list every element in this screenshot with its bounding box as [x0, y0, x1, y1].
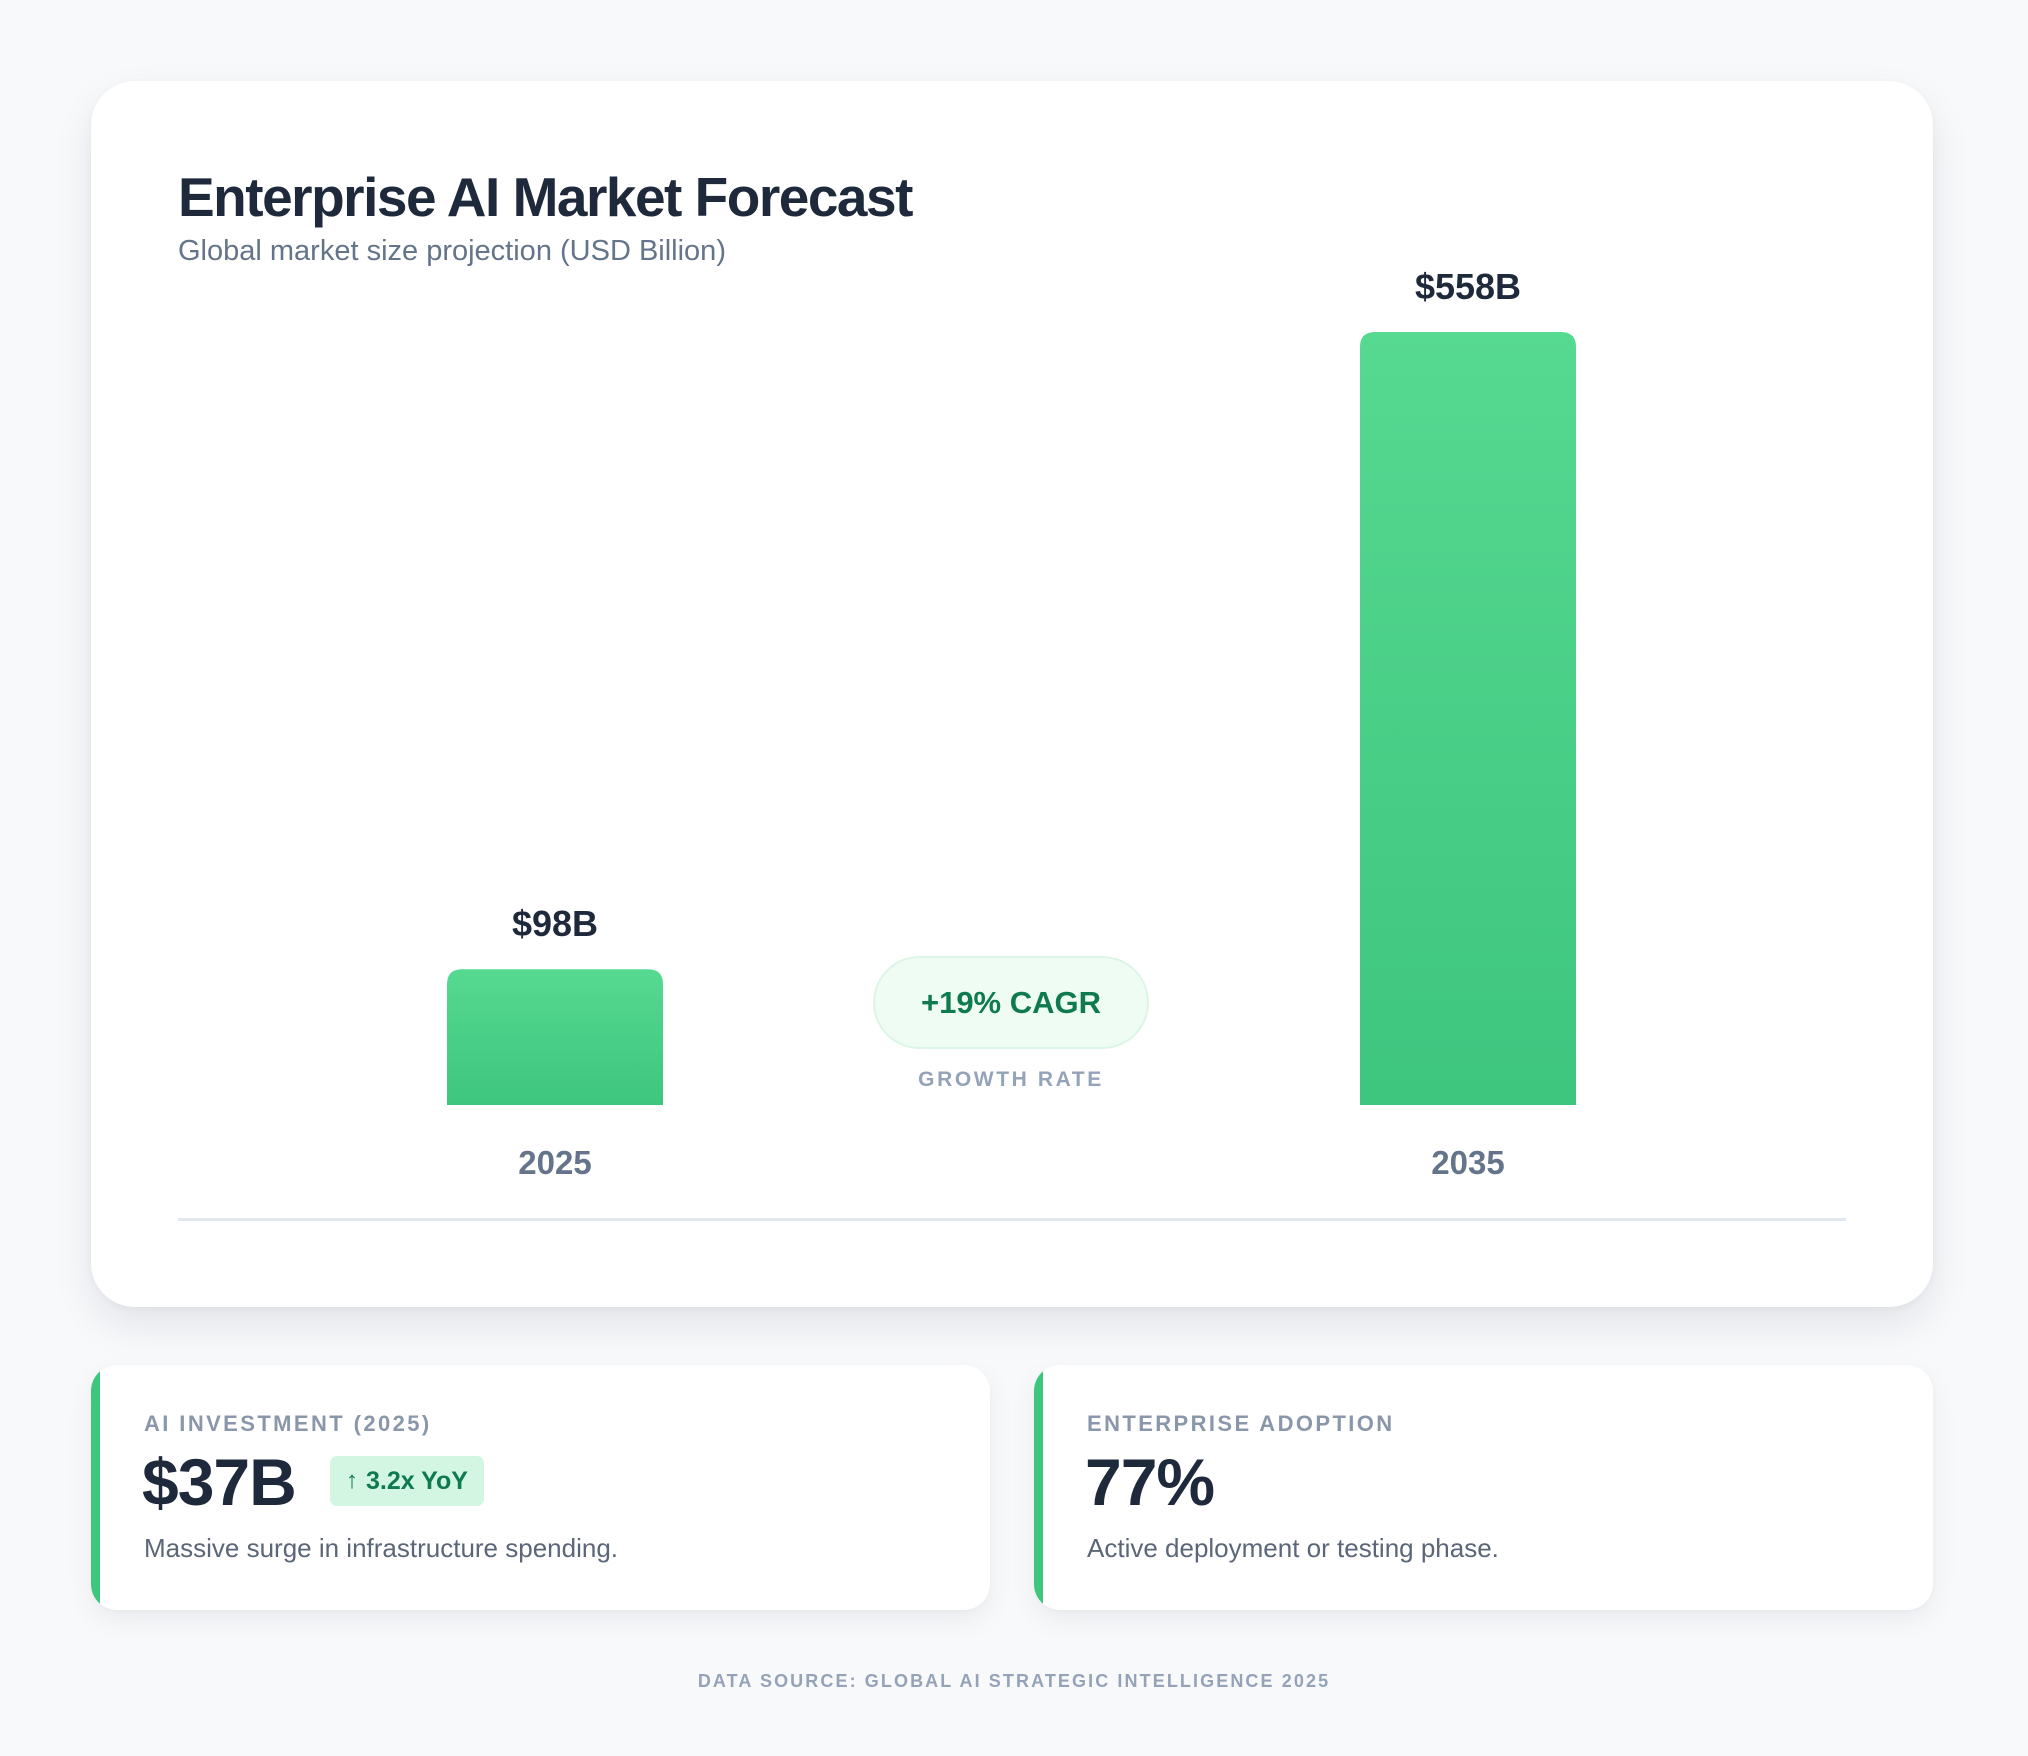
- bar-2035: [1360, 332, 1576, 1105]
- bar-value-label: $98B: [512, 903, 598, 944]
- chart-baseline: [178, 1218, 1846, 1221]
- x-tick-label: 2035: [1431, 1144, 1504, 1181]
- bar-chart: $98B 2025 $558B 2035: [447, 266, 1576, 1181]
- cagr-badge: +19% CAGR: [873, 956, 1149, 1049]
- growth-badge-text: 3.2x YoY: [366, 1466, 468, 1495]
- stat-description: Active deployment or testing phase.: [1087, 1533, 1499, 1563]
- chart-card: Enterprise AI Market Forecast Global mar…: [91, 81, 1933, 1307]
- bar-value-label: $558B: [1415, 266, 1521, 307]
- chart-subtitle: Global market size projection (USD Billi…: [178, 235, 726, 267]
- stat-value: $37B: [142, 1445, 297, 1519]
- x-tick-label: 2025: [518, 1144, 591, 1181]
- stat-card-accent: [91, 1365, 100, 1610]
- stat-card-ai-investment: AI INVESTMENT (2025) $37B ↑ 3.2x YoY Mas…: [91, 1365, 990, 1610]
- stat-label: ENTERPRISE ADOPTION: [1087, 1411, 1395, 1436]
- stat-label: AI INVESTMENT (2025): [144, 1411, 432, 1436]
- growth-badge: ↑ 3.2x YoY: [330, 1456, 484, 1506]
- bar-2025: [447, 969, 663, 1105]
- stat-description: Massive surge in infrastructure spending…: [144, 1533, 619, 1563]
- cagr-label: GROWTH RATE: [918, 1068, 1104, 1091]
- chart-title: Enterprise AI Market Forecast: [178, 166, 913, 228]
- stat-value: 77%: [1085, 1445, 1215, 1519]
- stat-card-enterprise-adoption: ENTERPRISE ADOPTION 77% Active deploymen…: [1034, 1365, 1933, 1610]
- stat-card-accent: [1034, 1365, 1043, 1610]
- data-source-footer: DATA SOURCE: GLOBAL AI STRATEGIC INTELLI…: [697, 1671, 1331, 1691]
- up-arrow-icon: ↑: [346, 1467, 358, 1494]
